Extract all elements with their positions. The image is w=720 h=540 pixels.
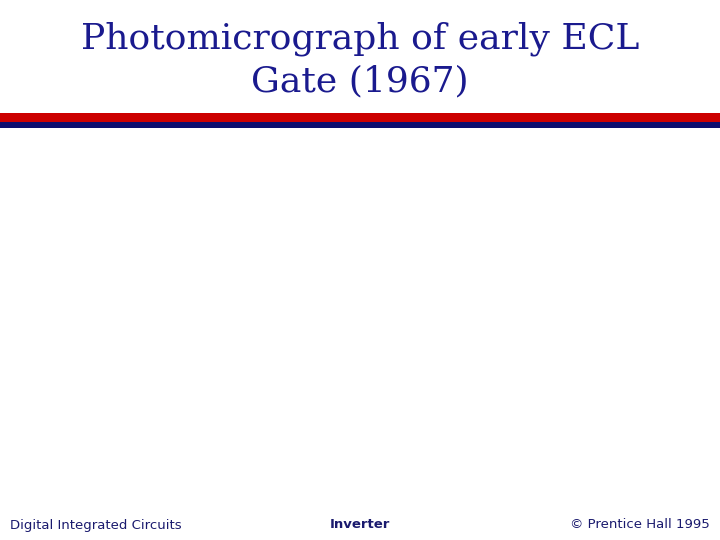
Bar — [0, 122, 720, 128]
Bar — [0, 113, 720, 122]
Text: © Prentice Hall 1995: © Prentice Hall 1995 — [570, 518, 710, 531]
Text: Inverter: Inverter — [330, 518, 390, 531]
Text: Digital Integrated Circuits: Digital Integrated Circuits — [10, 518, 181, 531]
Text: Photomicrograph of early ECL
Gate (1967): Photomicrograph of early ECL Gate (1967) — [81, 22, 639, 98]
